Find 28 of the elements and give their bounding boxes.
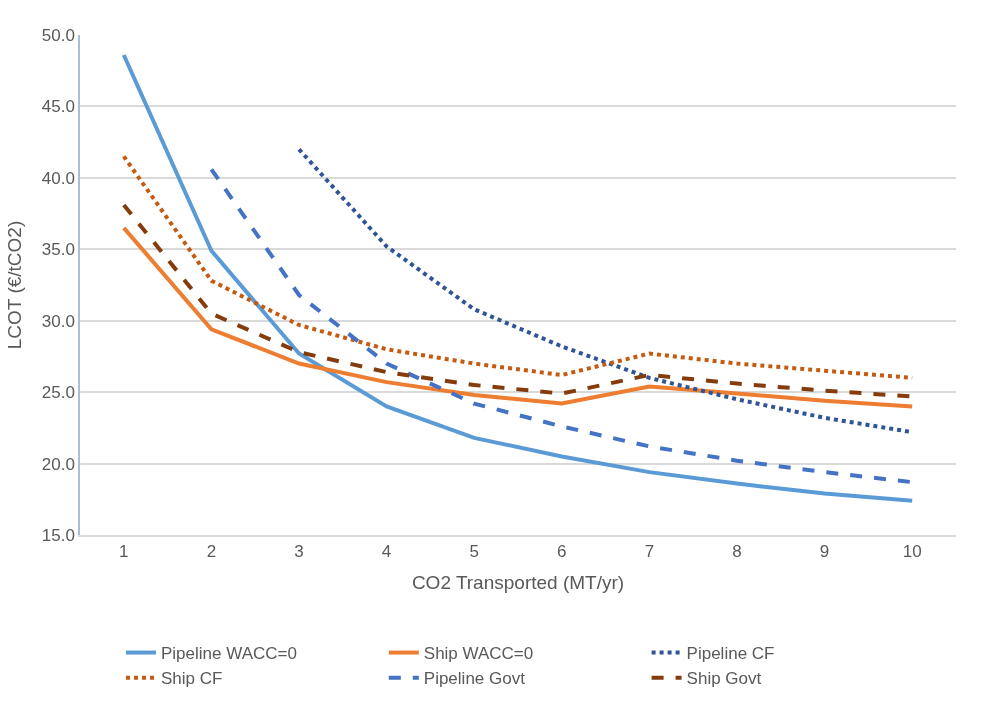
y-tick-label: 15.0 <box>41 525 75 545</box>
legend-label: Pipeline WACC=0 <box>161 644 297 664</box>
line-series <box>121 53 915 503</box>
x-tick-label: 1 <box>119 542 129 562</box>
y-tick-label: 25.0 <box>41 383 75 403</box>
legend-label: Ship WACC=0 <box>423 644 534 664</box>
x-tick-label: 4 <box>381 542 392 562</box>
x-tick-label: 5 <box>469 542 479 562</box>
legend-label: Pipeline Govt <box>423 669 526 689</box>
y-axis-title: LCOT (€/tCO2) <box>4 220 26 350</box>
y-tick-label: 35.0 <box>41 240 75 260</box>
legend-label: Pipeline CF <box>686 644 775 664</box>
x-axis-title: CO2 Transported (MT/yr) <box>411 571 625 593</box>
x-tick-label: 6 <box>557 542 567 562</box>
y-tick-label: 30.0 <box>41 311 75 331</box>
legend-label: Ship Govt <box>686 669 762 689</box>
x-tick-label: 8 <box>732 542 742 562</box>
legend-label: Ship CF <box>161 669 223 689</box>
x-tick-label: 3 <box>294 542 304 562</box>
y-tick-label: 45.0 <box>41 97 75 117</box>
y-tick-label: 50.0 <box>41 25 75 45</box>
x-tick-label: 10 <box>902 542 922 562</box>
x-tick-label: 7 <box>644 542 655 562</box>
y-tick-label: 40.0 <box>41 168 75 188</box>
line-series <box>121 225 915 409</box>
y-tick-label: 20.0 <box>41 454 75 474</box>
x-tick-label: 9 <box>819 542 830 562</box>
x-tick-label: 2 <box>206 542 217 562</box>
